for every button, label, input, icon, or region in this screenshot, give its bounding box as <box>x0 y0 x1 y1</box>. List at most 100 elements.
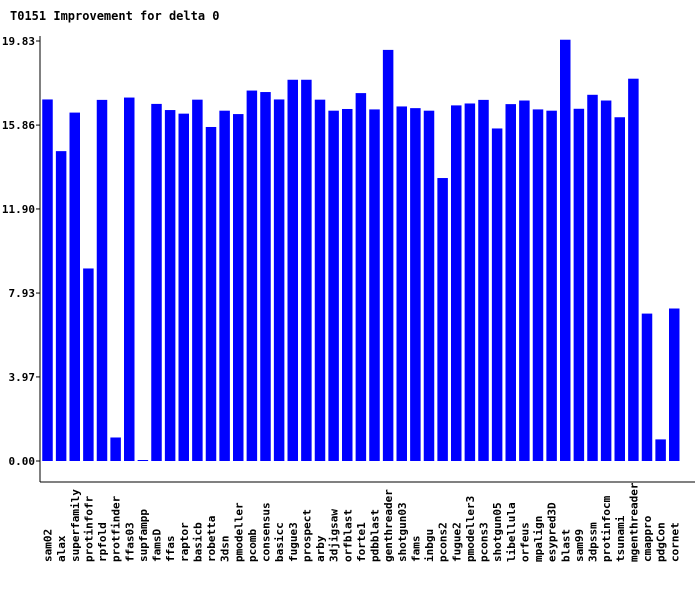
x-tick-label: fugue3 <box>287 522 300 562</box>
x-tick-label: protfinder <box>110 495 123 562</box>
bar <box>164 110 176 461</box>
bar <box>655 439 666 461</box>
bar <box>273 99 285 462</box>
x-tick-label: libellula <box>505 502 518 562</box>
x-tick-label: alax <box>55 535 68 562</box>
bar <box>301 79 312 461</box>
x-tick-label: 3dpssm <box>587 522 600 562</box>
y-tick-label: 11.90 <box>2 203 35 216</box>
bar <box>491 128 503 462</box>
bar <box>600 100 612 462</box>
bar <box>110 437 121 461</box>
bar <box>519 100 530 462</box>
x-tick-label: ffas <box>164 536 177 563</box>
bar <box>546 110 557 461</box>
y-tick-label: 15.86 <box>2 119 35 132</box>
bar <box>478 99 489 461</box>
bar <box>260 92 271 461</box>
x-tick-label: sam02 <box>42 529 55 562</box>
bar <box>42 99 53 462</box>
bar <box>587 94 598 462</box>
bar <box>369 109 380 461</box>
axes <box>39 36 695 483</box>
y-ticks: 0.00 3.97 7.93 11.90 15.86 19.83 <box>2 35 40 468</box>
x-tick-label: blast <box>559 529 572 562</box>
x-tick-label: 3djigsaw <box>328 509 341 562</box>
x-tick-label: arby <box>314 535 327 562</box>
bar <box>573 108 585 462</box>
x-tick-label: forte1 <box>355 522 368 562</box>
bar <box>205 126 217 462</box>
x-tick-label: orfblast <box>341 509 354 562</box>
bar <box>505 104 516 462</box>
x-tick-label: inbgu <box>423 529 436 562</box>
bar <box>287 79 298 461</box>
y-tick-label: 7.93 <box>9 287 36 300</box>
x-tick-label: pmodeller3 <box>464 496 477 562</box>
x-tick-label: orfeus <box>518 522 531 562</box>
bar <box>192 99 203 461</box>
x-tick-label: genthreader <box>382 489 395 562</box>
bar <box>96 99 108 461</box>
bar <box>137 460 149 461</box>
bars <box>42 39 680 462</box>
bar <box>382 49 394 462</box>
x-tick-label: ffas03 <box>123 522 136 562</box>
bar <box>233 114 244 461</box>
bar <box>614 117 625 461</box>
bar <box>423 110 435 461</box>
x-tick-label: protinfofr <box>82 495 95 562</box>
bar <box>342 108 353 461</box>
bar <box>124 97 135 461</box>
x-tick-label: cornet <box>668 522 681 562</box>
x-tick-label: mpalign <box>532 516 545 562</box>
bar <box>451 105 462 461</box>
y-tick-label: 19.83 <box>2 35 35 48</box>
bar <box>628 78 639 462</box>
y-tick-label: 3.97 <box>9 371 36 384</box>
bar <box>669 308 680 461</box>
bar <box>69 112 80 461</box>
bar <box>641 313 653 461</box>
x-tick-label: rpfold <box>96 522 109 562</box>
x-tick-label: pcons2 <box>437 522 450 562</box>
bar <box>396 106 407 462</box>
x-tick-label: sam99 <box>573 529 586 562</box>
x-tick-label: pcomb <box>246 529 259 562</box>
y-tick-label: 0.00 <box>9 455 36 468</box>
bar <box>314 99 326 461</box>
x-tick-label: esypred3D <box>546 502 559 562</box>
bar <box>532 109 544 461</box>
x-tick-label: tsunami <box>614 515 627 562</box>
bar <box>178 113 189 461</box>
bar <box>246 90 258 461</box>
x-tick-label: basicc <box>273 522 286 562</box>
x-tick-label: raptor <box>178 522 191 562</box>
x-tick-label: pdbblast <box>369 509 382 562</box>
x-tick-label: mgenthreader <box>627 482 640 562</box>
x-tick-label: superfamily <box>69 489 82 562</box>
x-tick-label: famsD <box>151 529 164 562</box>
x-tick-label: shotgun03 <box>396 502 409 562</box>
bar <box>151 103 162 461</box>
bar <box>355 93 367 461</box>
x-tick-label: pdgCon <box>655 522 668 562</box>
x-tick-label: fugue2 <box>450 522 463 562</box>
x-tick-label: prospect <box>300 509 313 562</box>
x-tick-label: consensus <box>260 502 273 562</box>
x-tick-label: cmappro <box>641 515 654 562</box>
x-tick-label: pmodeller <box>232 502 245 562</box>
chart-title: T0151 Improvement for delta 0 <box>10 9 220 23</box>
x-tick-label: pcons3 <box>478 522 491 562</box>
x-tick-label: basicb <box>191 522 204 562</box>
x-category-labels: sam02 alax superfamily protinfofr rpfold prot… <box>42 482 682 562</box>
bar <box>464 103 476 462</box>
bar <box>328 110 339 461</box>
bar <box>437 178 448 461</box>
bar <box>55 151 67 461</box>
bar <box>219 110 230 461</box>
bar <box>83 268 94 461</box>
bar <box>560 39 571 462</box>
bar <box>410 108 421 462</box>
